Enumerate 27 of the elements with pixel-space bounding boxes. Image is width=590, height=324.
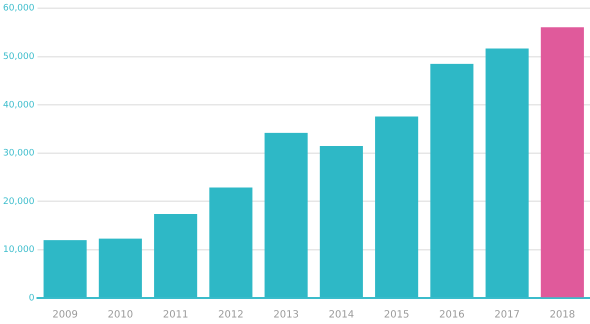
x-tick-label: 2011 <box>162 310 188 321</box>
bar <box>486 48 529 298</box>
x-tick-label: 2015 <box>384 310 410 321</box>
y-tick-label: 40,000 <box>2 100 35 110</box>
bar <box>209 187 252 298</box>
x-tick-label: 2010 <box>108 310 134 321</box>
x-tick-label: 2009 <box>52 310 78 321</box>
bar <box>430 64 474 298</box>
y-tick-label: 0 <box>28 293 35 304</box>
bar <box>540 27 584 298</box>
x-tick-label: 2013 <box>273 310 299 321</box>
x-tick-label: 2014 <box>328 310 354 321</box>
bar <box>320 146 363 298</box>
x-tick-label: 2017 <box>494 310 520 321</box>
x-tick-label: 2012 <box>218 310 244 321</box>
bar <box>264 132 308 298</box>
y-tick-label: 10,000 <box>2 245 35 256</box>
bar <box>375 116 418 298</box>
y-tick-label: 20,000 <box>2 196 35 207</box>
y-tick-label: 30,000 <box>2 148 35 159</box>
bar <box>98 238 142 298</box>
bar <box>44 240 87 298</box>
bar <box>154 214 198 298</box>
y-tick-label: 60,000 <box>2 4 35 14</box>
x-tick-label: 2016 <box>439 310 465 321</box>
y-tick-label: 50,000 <box>2 52 35 62</box>
x-tick-label: 2018 <box>550 310 576 321</box>
